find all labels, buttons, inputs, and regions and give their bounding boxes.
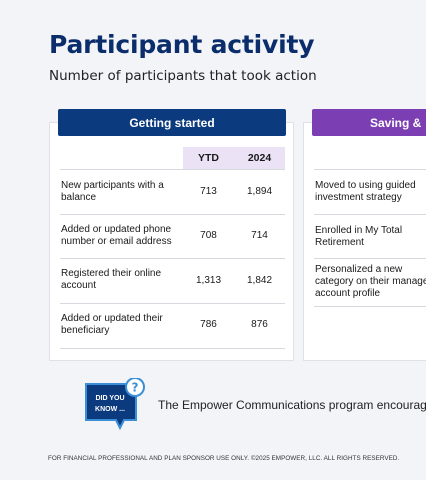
badge-line-2: KNOW ... [95, 406, 125, 413]
list-item-line: Enrolled in My Total [315, 225, 403, 236]
footer-disclaimer: FOR FINANCIAL PROFESSIONAL AND PLAN SPON… [48, 455, 400, 462]
table-row-label: New participants with a balance [61, 180, 164, 203]
table-row-label: Registered their online account [61, 268, 162, 291]
column-header-ytd: YTD [183, 147, 234, 169]
page-subtitle: Number of participants that took action [49, 68, 317, 84]
did-you-know-badge-icon: ? DID YOU KNOW ... [85, 378, 145, 431]
list-item-line: Personalized a new [315, 264, 403, 275]
badge-line-1: DID YOU [95, 395, 124, 402]
list-item-line: Retirement [315, 237, 364, 248]
list-item: Moved to using guided investment strateg… [315, 180, 426, 204]
row-divider [60, 348, 285, 349]
table-row-2024: 714 [251, 230, 268, 241]
svg-text:?: ? [132, 381, 139, 395]
table-row-ytd: 1,313 [195, 275, 222, 286]
table-row-ytd: 708 [200, 230, 217, 241]
getting-started-header: Getting started [58, 109, 286, 136]
row-divider [60, 258, 285, 259]
table-row-2024: 876 [251, 319, 268, 330]
row-divider [60, 214, 285, 215]
list-item-line: Moved to using guided [315, 180, 416, 191]
row-divider [314, 169, 426, 170]
list-item-line: category on their manage [315, 276, 426, 287]
list-item-line: account profile [315, 288, 381, 299]
table-row-label: Added or updated their beneficiary [61, 313, 163, 336]
table-row-ytd: 713 [200, 186, 217, 197]
table-row-2024: 1,894 [246, 186, 273, 197]
saving-card [303, 122, 426, 361]
row-divider [60, 169, 285, 170]
list-item: Enrolled in My Total Retirement [315, 225, 426, 249]
did-you-know-text: The Empower Communications program encou… [158, 398, 426, 412]
row-divider [314, 258, 426, 259]
table-row-label: Added or updated phone number or email a… [61, 224, 172, 247]
row-divider [60, 303, 285, 304]
saving-header: Saving & [312, 109, 426, 136]
page-title: Participant activity [49, 30, 315, 59]
list-item: Personalized a new category on their man… [315, 264, 426, 300]
table-row-ytd: 786 [200, 319, 217, 330]
list-item-line: investment strategy [315, 192, 402, 203]
table-row-2024: 1,842 [246, 275, 273, 286]
row-divider [314, 214, 426, 215]
row-divider [314, 306, 426, 307]
column-header-2024: 2024 [234, 147, 285, 169]
